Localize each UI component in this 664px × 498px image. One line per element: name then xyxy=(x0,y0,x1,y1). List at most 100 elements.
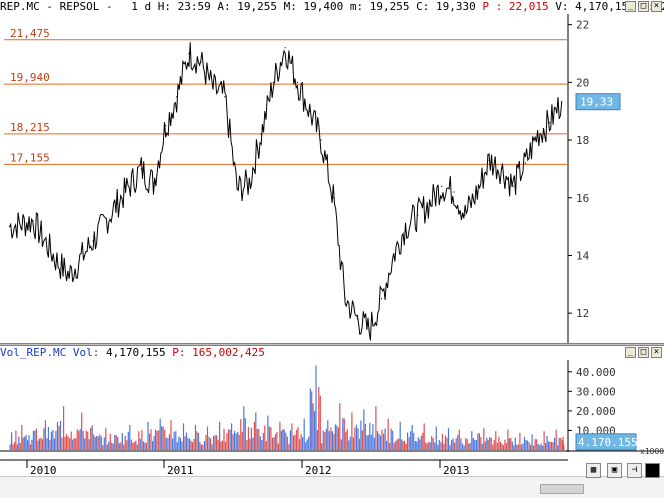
volume-bar xyxy=(312,403,314,450)
volume-bar xyxy=(376,431,379,450)
volume-bar xyxy=(513,445,515,450)
volume-bar xyxy=(226,433,228,450)
volume-bar xyxy=(484,441,486,450)
volume-close-button[interactable]: × xyxy=(651,347,662,358)
volume-bar xyxy=(352,437,354,450)
price-point xyxy=(537,133,539,135)
volume-bar xyxy=(492,444,494,450)
volume-bar xyxy=(466,439,468,450)
volume-bar xyxy=(277,443,279,450)
scroll-thumb[interactable] xyxy=(540,484,584,494)
volume-bar xyxy=(271,438,274,450)
volume-bar xyxy=(129,425,131,450)
volume-bar xyxy=(105,428,107,450)
volume-bar xyxy=(457,435,459,450)
volume-bar xyxy=(300,434,302,450)
volume-bar xyxy=(185,432,188,450)
save-icon[interactable]: ▣ xyxy=(607,463,622,478)
volume-bar xyxy=(102,445,104,450)
volume-bar xyxy=(346,429,348,450)
price-point xyxy=(236,188,238,190)
volume-window-buttons: _ □ × xyxy=(625,347,662,358)
volume-bar xyxy=(13,442,16,450)
open-value: 19,255 xyxy=(237,0,277,13)
volume-bar xyxy=(21,425,23,450)
price-point xyxy=(284,47,286,49)
volume-maximize-button[interactable]: □ xyxy=(638,347,649,358)
volume-bar xyxy=(493,439,495,450)
volume-bar xyxy=(208,436,210,450)
volume-chart[interactable]: 40.00030.00020.00010.0004.170.155x100020… xyxy=(0,360,664,478)
volume-bar xyxy=(525,440,527,450)
volume-bar xyxy=(162,426,164,450)
price-chart[interactable]: 22 20 18 16 14 12 21,475 19,940 18,215 17,155 19,3… xyxy=(0,14,664,344)
volume-bar xyxy=(508,438,510,450)
volume-bar xyxy=(252,437,254,450)
volume-bar xyxy=(170,420,172,450)
price-point xyxy=(248,182,250,184)
volume-bar xyxy=(91,425,93,450)
volume-bar xyxy=(136,444,138,450)
volume-bar xyxy=(410,431,412,450)
volume-bar xyxy=(437,444,439,450)
volume-bar xyxy=(435,426,437,450)
price-point xyxy=(332,197,334,199)
volume-bar xyxy=(458,429,460,450)
volume-bar xyxy=(398,438,400,450)
volume-bar xyxy=(200,444,202,450)
volume-bar xyxy=(555,429,557,450)
volume-bar xyxy=(120,442,122,450)
price-y-tick-label: 14 xyxy=(576,249,590,262)
volume-bar xyxy=(444,435,446,450)
price-y-tick-label: 20 xyxy=(576,76,589,89)
price-point xyxy=(165,125,167,127)
symbol-label: REP.MC - REPSOL - xyxy=(0,0,113,13)
volume-bar xyxy=(31,439,33,450)
color-swatch-icon[interactable] xyxy=(645,463,660,478)
volume-bar xyxy=(504,439,506,450)
volume-bar xyxy=(386,440,388,450)
volume-bar xyxy=(486,437,488,450)
palette-icon[interactable]: ▦ xyxy=(586,463,601,478)
volume-bar xyxy=(396,439,398,450)
volume-bar xyxy=(375,406,377,450)
price-point xyxy=(380,298,383,300)
volume-bar xyxy=(184,436,186,450)
price-point xyxy=(56,260,58,262)
p-value: 22,015 xyxy=(508,0,549,13)
volume-bar xyxy=(16,444,18,450)
x-axis-tick-label: 2011 xyxy=(167,464,194,477)
minimize-button[interactable]: _ xyxy=(625,1,636,12)
volume-bar xyxy=(76,429,78,450)
price-point xyxy=(296,81,299,83)
maximize-button[interactable]: □ xyxy=(638,1,649,12)
volume-bar xyxy=(285,432,287,450)
volume-bar xyxy=(358,438,361,450)
volume-bar xyxy=(66,434,68,450)
volume-bar xyxy=(19,442,21,450)
volume-bar xyxy=(165,437,167,450)
x-axis-tick-label: 2010 xyxy=(30,464,57,477)
volume-bar xyxy=(303,418,305,450)
volume-bar xyxy=(64,436,66,450)
price-series-line xyxy=(9,42,563,341)
close-button[interactable]: × xyxy=(651,1,662,12)
bottom-toolbar xyxy=(0,476,664,498)
volume-bar xyxy=(295,429,298,450)
volume-bar xyxy=(182,423,185,450)
volume-bar xyxy=(426,443,428,450)
volume-bar xyxy=(399,421,401,450)
volume-bar xyxy=(133,442,135,450)
volume-bar xyxy=(126,440,128,450)
volume-bar xyxy=(264,425,266,450)
pane-separator[interactable] xyxy=(0,343,664,346)
volume-bar xyxy=(514,437,516,450)
volume-bar xyxy=(481,443,483,450)
volume-bar xyxy=(543,431,545,450)
volume-bar xyxy=(297,427,299,450)
volume-bar xyxy=(440,442,442,450)
volume-bar xyxy=(44,420,46,450)
volume-bar xyxy=(108,441,110,450)
pin-icon[interactable]: ⊣ xyxy=(627,463,642,478)
volume-minimize-button[interactable]: _ xyxy=(625,347,636,358)
